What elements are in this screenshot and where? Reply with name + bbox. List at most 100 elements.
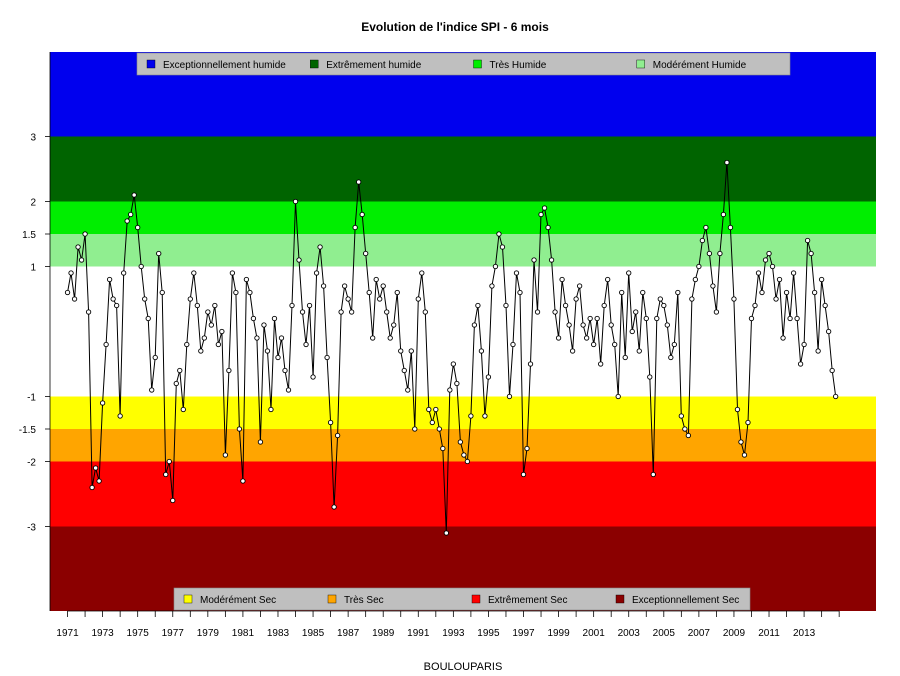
legend-swatch <box>183 594 193 604</box>
data-point <box>370 335 376 341</box>
data-point <box>671 341 677 348</box>
data-point <box>222 452 229 458</box>
x-tick-label: 1989 <box>372 628 395 639</box>
legend-swatch <box>310 59 319 69</box>
band-7 <box>50 461 876 527</box>
data-point <box>626 270 632 276</box>
data-point <box>429 419 435 426</box>
data-point <box>331 504 337 510</box>
data-point <box>440 445 446 452</box>
data-point <box>713 309 720 315</box>
data-point <box>580 322 586 328</box>
data-point <box>689 296 695 302</box>
data-point <box>710 283 716 289</box>
data-point <box>285 387 292 393</box>
data-point <box>271 315 278 322</box>
data-point <box>489 283 495 289</box>
data-point <box>496 231 502 237</box>
data-point <box>633 309 639 315</box>
data-point <box>461 452 467 458</box>
data-point <box>99 400 106 406</box>
data-point <box>306 302 313 309</box>
data-point <box>506 393 513 400</box>
data-point <box>226 367 232 374</box>
legend-swatch <box>146 59 156 69</box>
legend-dry: Modérément Sec Très Sec Extrêmement Sec Exc… <box>173 587 751 611</box>
data-point <box>391 322 397 328</box>
data-point <box>485 374 492 380</box>
data-point <box>373 276 379 283</box>
data-point <box>313 270 320 276</box>
x-tick-label: 1981 <box>232 628 255 639</box>
data-point <box>555 335 562 341</box>
data-point <box>71 296 78 302</box>
data-point <box>559 276 565 283</box>
data-point <box>454 380 460 387</box>
y-tick-label: -2 <box>27 458 36 469</box>
data-point <box>492 263 499 270</box>
data-point <box>552 309 558 315</box>
data-point <box>513 270 520 276</box>
legend-swatch <box>636 59 645 69</box>
x-tick-label: 1973 <box>91 628 114 639</box>
x-tick-label: 2001 <box>583 628 606 639</box>
data-point <box>615 393 621 400</box>
data-point <box>678 413 684 419</box>
data-point <box>257 439 264 445</box>
data-point <box>822 302 828 309</box>
data-point <box>503 302 509 309</box>
data-point <box>422 309 428 315</box>
legend-swatch <box>615 594 625 604</box>
data-point <box>541 205 548 211</box>
data-point <box>787 315 793 322</box>
legend-humid: Exceptionnellement humide Extrêmement hum… <box>136 52 791 76</box>
data-point <box>482 413 488 419</box>
x-axis: 1971 1973 1975 1977 1979 1981 1983 1985 1987 1989… <box>56 610 840 639</box>
data-point <box>776 276 783 283</box>
data-point <box>124 218 130 224</box>
data-point <box>636 348 642 354</box>
data-point <box>447 387 453 393</box>
data-point <box>548 257 555 263</box>
data-point <box>450 361 457 367</box>
legend-label: Exceptionnellement Sec <box>632 595 739 606</box>
data-point <box>629 328 635 335</box>
data-point <box>545 224 551 231</box>
data-point <box>363 250 369 257</box>
x-tick-label: 2003 <box>618 628 641 639</box>
legend-swatch <box>471 594 481 604</box>
data-point <box>668 354 674 361</box>
data-point <box>531 257 537 263</box>
data-point <box>622 354 628 361</box>
band-2 <box>50 201 876 234</box>
x-tick-label: 1979 <box>197 628 220 639</box>
data-point <box>755 270 762 276</box>
data-point <box>654 315 660 322</box>
data-point <box>327 419 334 426</box>
y-tick-label: 2 <box>30 198 36 209</box>
data-point <box>720 211 727 218</box>
x-tick-label: 1987 <box>337 628 360 639</box>
data-point <box>647 374 653 380</box>
data-point <box>268 406 274 413</box>
data-point <box>380 283 386 289</box>
y-tick-label: -3 <box>27 523 36 534</box>
data-point <box>205 309 211 315</box>
data-point <box>724 159 730 166</box>
data-point <box>163 471 169 478</box>
data-point <box>752 302 758 309</box>
data-point <box>348 309 355 315</box>
data-point <box>408 348 414 354</box>
data-point <box>201 335 207 341</box>
data-point <box>745 419 751 426</box>
data-point <box>387 335 393 341</box>
data-point <box>499 244 506 250</box>
x-tick-label: 2007 <box>688 628 711 639</box>
data-point <box>475 302 481 309</box>
data-point <box>131 192 137 198</box>
data-point <box>68 270 74 276</box>
data-point <box>187 296 193 302</box>
data-point <box>569 348 576 354</box>
y-axis: 3 2 1.5 1 -1 -1.5 -2 -3 <box>19 52 51 611</box>
